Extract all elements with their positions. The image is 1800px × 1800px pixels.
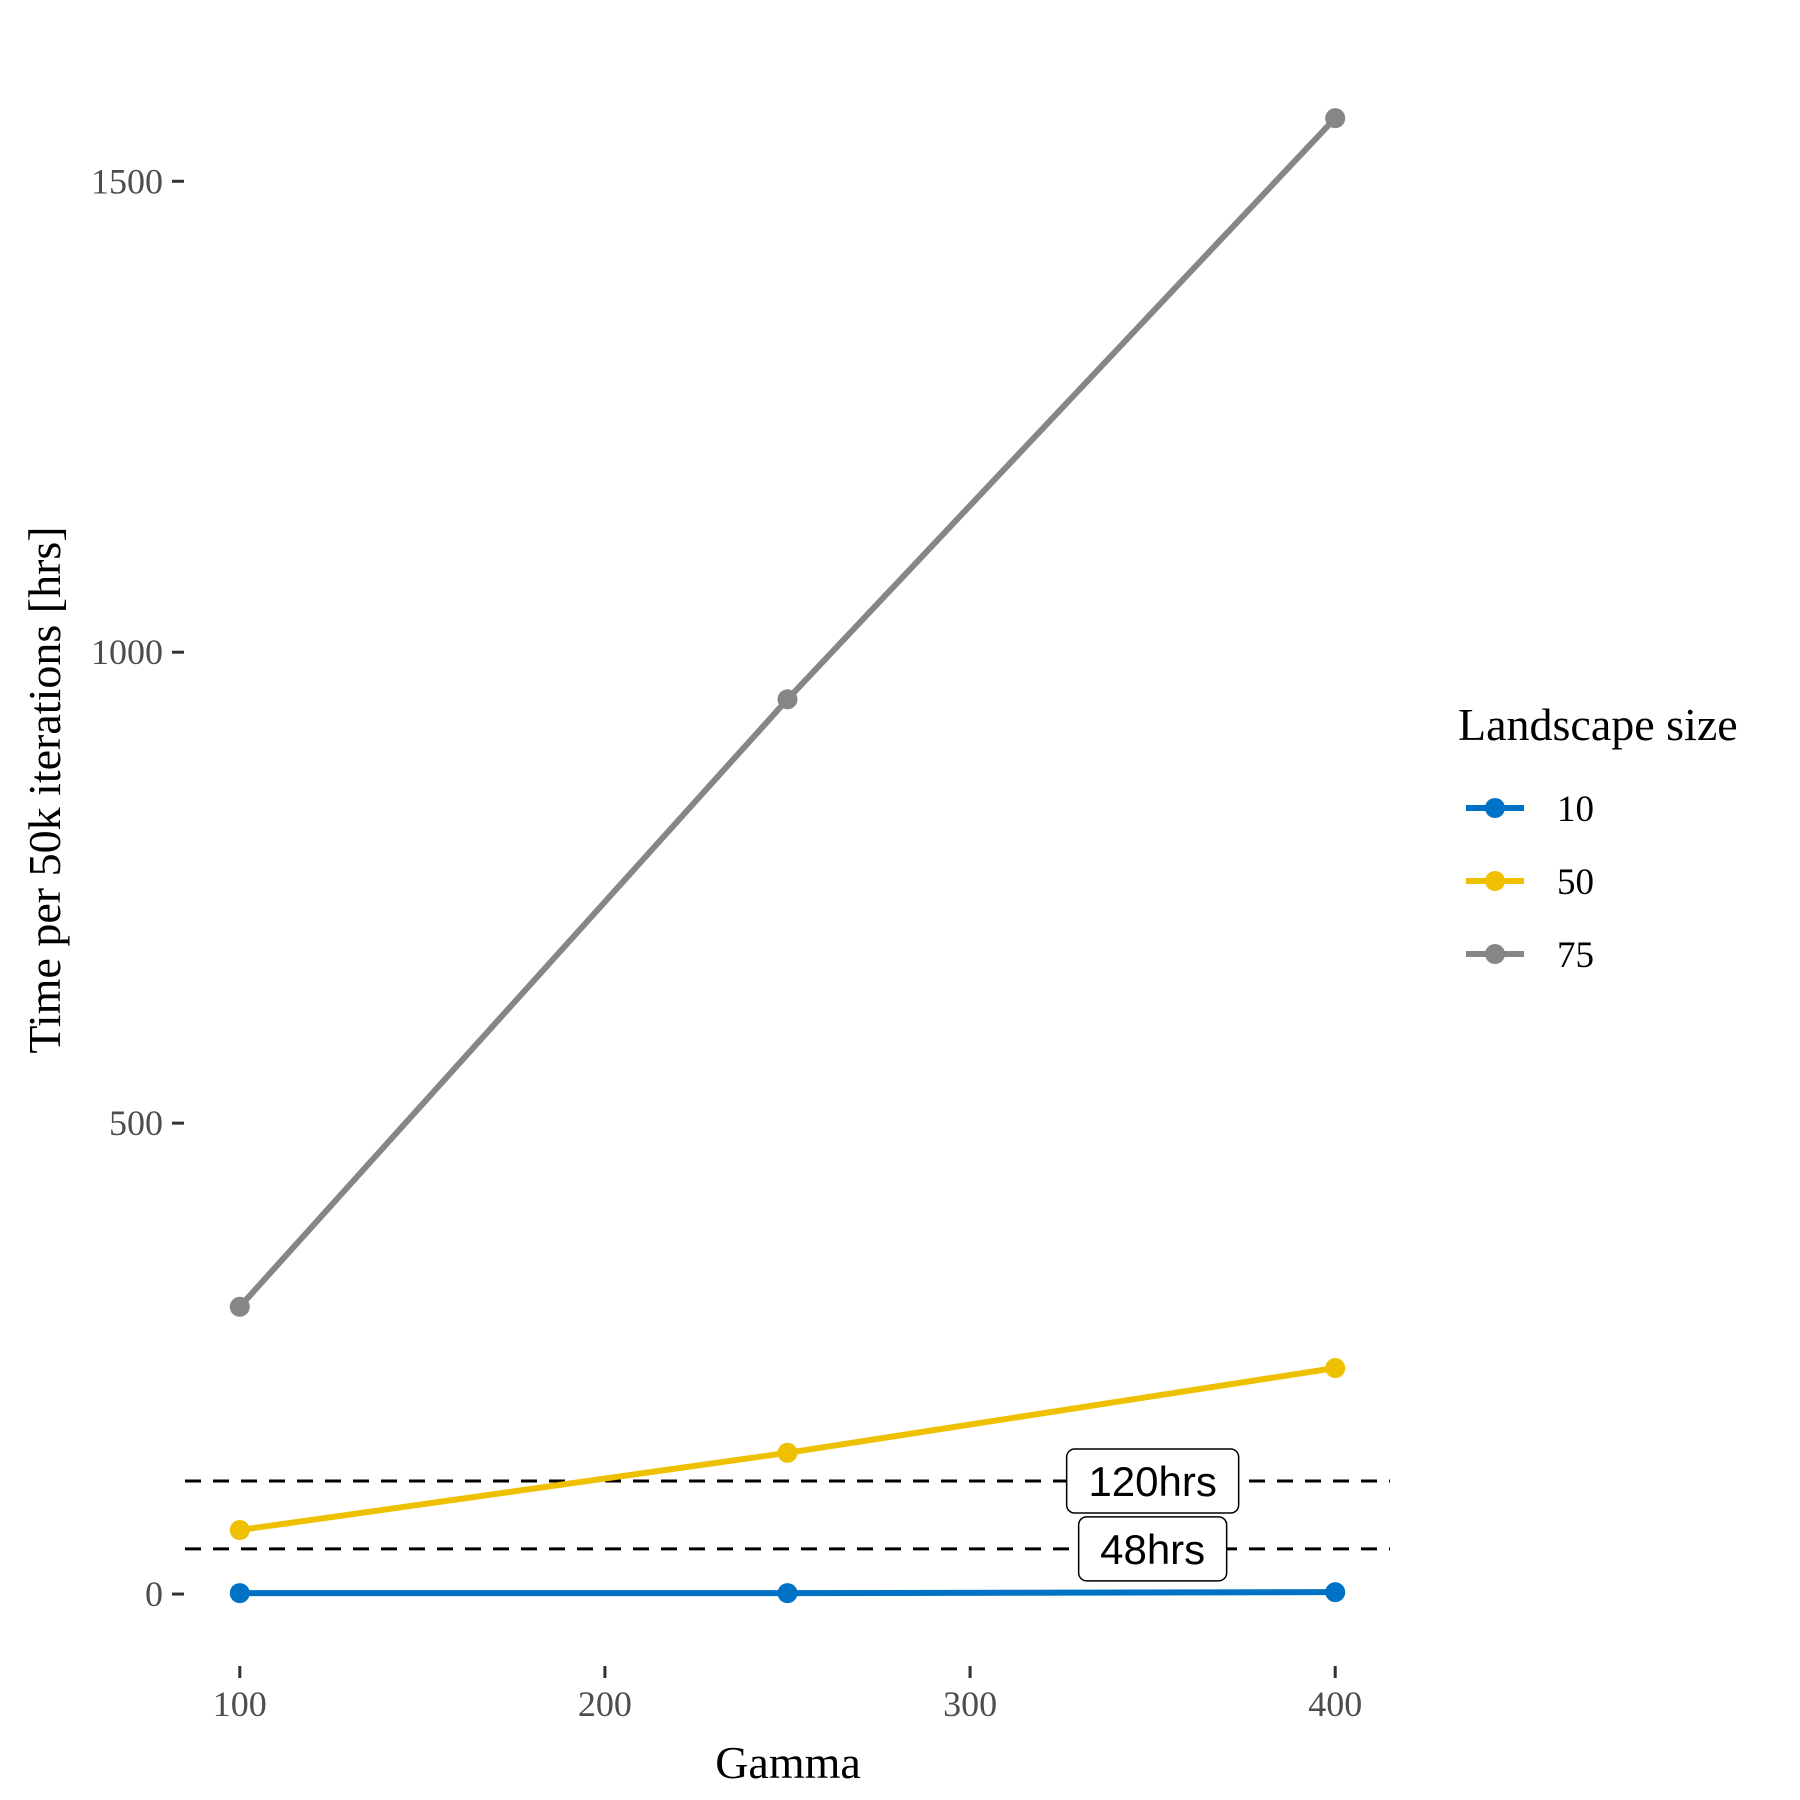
legend-label-75: 75 — [1557, 935, 1594, 976]
reference-lines — [185, 1479, 1390, 1551]
reference-label-box — [1077, 1516, 1228, 1582]
y-tick-label: 1500 — [91, 161, 163, 201]
axes: 0 500 1000 1500 100 200 300 400 — [91, 161, 1362, 1724]
data-point-10 — [1325, 1582, 1346, 1603]
series-line-75 — [236, 115, 1339, 1310]
legend-label-10: 10 — [1557, 789, 1594, 830]
legend-label-50: 50 — [1557, 862, 1594, 903]
reference-label: 48hrs — [1100, 1526, 1205, 1573]
reference-label-box — [1065, 1448, 1240, 1514]
data-point-10 — [229, 1583, 250, 1604]
data-point-50 — [1325, 1358, 1346, 1379]
x-axis-title: Gamma — [715, 1737, 861, 1788]
x-tick-label: 100 — [213, 1684, 267, 1724]
y-tick-label: 0 — [145, 1574, 163, 1614]
data-point-75 — [1325, 108, 1346, 129]
data-point-50 — [229, 1520, 250, 1541]
data-point-10 — [777, 1583, 798, 1604]
x-tick-label: 200 — [578, 1684, 632, 1724]
x-tick-label: 300 — [943, 1684, 997, 1724]
data-point-75 — [777, 689, 798, 710]
legend-key-point-10 — [1485, 798, 1505, 818]
legend-title: Landscape size — [1458, 699, 1738, 750]
data-point-75 — [229, 1296, 250, 1317]
x-tick-label: 400 — [1308, 1684, 1362, 1724]
legend-key-point-50 — [1485, 871, 1505, 891]
y-tick-label: 1000 — [91, 632, 163, 672]
data-point-50 — [777, 1442, 798, 1463]
y-tick-label: 500 — [109, 1103, 163, 1143]
reference-labels: 120hrs 48hrs — [1065, 1448, 1240, 1582]
legend-key-point-75 — [1485, 944, 1505, 964]
legend: Landscape size 10 50 75 — [1458, 699, 1738, 976]
y-axis-title: Time per 50k iterations [hrs] — [19, 526, 70, 1053]
series-group — [229, 108, 1346, 1604]
reference-label: 120hrs — [1088, 1458, 1216, 1505]
